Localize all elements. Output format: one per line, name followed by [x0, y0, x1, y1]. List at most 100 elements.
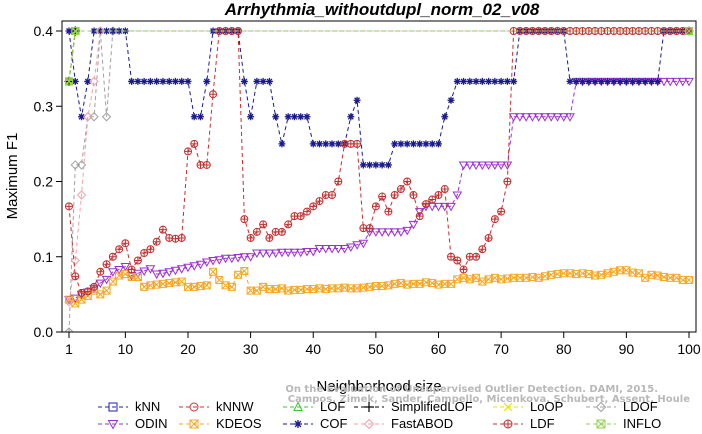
- point-COF-63: [453, 77, 461, 85]
- point-ODIN-29: [239, 253, 250, 262]
- point-LDF-38: [296, 212, 305, 221]
- y-tick-label-3: 0.3: [34, 98, 54, 114]
- point-LDF-19: [177, 233, 186, 242]
- point-LDF-13: [140, 248, 149, 257]
- point-LDF-55: [403, 177, 412, 186]
- point-COF-90: [622, 77, 630, 85]
- watermark: On the Evaluation of Unsupervised Outlie…: [285, 384, 690, 405]
- point-COF-68: [485, 77, 493, 85]
- legend-label-COF: COF: [320, 416, 348, 431]
- point-COF-89: [616, 77, 624, 85]
- series-line-INFLO: [68, 30, 689, 82]
- point-LDF-71: [503, 177, 512, 186]
- x-tick-label-80: 80: [556, 341, 572, 357]
- point-COF-86: [597, 77, 605, 85]
- point-ODIN-18: [170, 266, 181, 276]
- series-LDF: [65, 27, 693, 297]
- legend-marker-kNNW: [189, 402, 199, 412]
- point-ODIN-62: [446, 202, 456, 212]
- point-ODIN-23: [201, 258, 212, 268]
- x-tick-label-60: 60: [431, 341, 447, 357]
- point-LDF-11: [127, 265, 136, 274]
- point-LDF-33: [265, 233, 274, 242]
- point-LDF-18: [171, 234, 180, 243]
- point-LDF-49: [365, 224, 374, 233]
- point-ODIN-66: [471, 161, 481, 170]
- point-COF-54: [397, 140, 405, 148]
- point-ODIN-21: [189, 262, 200, 271]
- point-COF-16: [159, 77, 167, 85]
- point-COF-53: [391, 140, 399, 148]
- x-tick-label-100: 100: [677, 341, 701, 357]
- point-ODIN-53: [389, 228, 400, 237]
- point-COF-72: [510, 77, 518, 85]
- point-ODIN-48: [358, 239, 369, 249]
- point-LDF-31: [252, 227, 261, 236]
- point-COF-43: [328, 140, 336, 148]
- point-LDF-44: [334, 177, 343, 186]
- point-COF-55: [403, 140, 411, 148]
- series-ODIN: [64, 77, 694, 305]
- point-COF-52: [384, 161, 392, 169]
- legend-label-INFLO: INFLO: [623, 416, 661, 431]
- point-ODIN-65: [464, 161, 475, 170]
- point-LDF-63: [453, 256, 462, 265]
- point-COF-32: [259, 77, 267, 85]
- point-COF-35: [278, 140, 286, 148]
- point-LDF-60: [434, 191, 443, 200]
- legend-item-LoOP: LoOP: [493, 399, 563, 414]
- legend-label-LDF: LDF: [530, 416, 555, 431]
- watermark-line-2: On the Evaluation of Unsupervised Outlie…: [285, 384, 658, 395]
- point-LDF-10: [121, 239, 130, 248]
- point-ODIN-70: [496, 161, 506, 170]
- point-COF-5: [90, 27, 98, 35]
- point-LDF-62: [447, 252, 456, 261]
- point-COF-50: [372, 161, 380, 169]
- point-ODIN-80: [558, 113, 569, 122]
- point-COF-61: [441, 113, 449, 121]
- point-COF-21: [190, 113, 198, 121]
- legend-item-FastABOD: FastABOD: [354, 416, 453, 431]
- point-ODIN-14: [145, 265, 156, 274]
- point-FastABOD-5: [89, 76, 99, 87]
- point-COF-11: [128, 77, 136, 85]
- point-KDEOS-100: [685, 276, 693, 285]
- point-ODIN-2: [70, 294, 81, 304]
- point-COF-31: [253, 77, 261, 85]
- point-COF-13: [140, 77, 148, 85]
- point-ODIN-51: [377, 228, 387, 237]
- legend-marker-INFLO: [596, 419, 606, 429]
- legend-marker-LDOF: [595, 401, 607, 413]
- point-LDF-47: [353, 139, 362, 148]
- point-ODIN-20: [183, 263, 193, 273]
- point-COF-93: [641, 77, 649, 85]
- point-ODIN-41: [314, 244, 325, 254]
- point-LDF-50: [371, 202, 380, 211]
- point-ODIN-42: [320, 244, 331, 254]
- point-ODIN-7: [101, 275, 112, 285]
- legend-item-INFLO: INFLO: [586, 416, 661, 431]
- series-line-LOF: [68, 30, 689, 82]
- point-COF-12: [134, 77, 142, 85]
- point-COF-2: [71, 77, 79, 85]
- point-ODIN-44: [333, 244, 344, 254]
- series-SimplifiedLOF: [64, 26, 694, 86]
- legend-item-LDF: LDF: [493, 416, 555, 431]
- point-ODIN-45: [339, 244, 350, 254]
- y-tick-label-0: 0.0: [34, 324, 54, 340]
- point-ODIN-52: [383, 228, 394, 237]
- point-COF-1: [65, 27, 73, 35]
- point-COF-46: [347, 113, 355, 121]
- point-COF-8: [109, 27, 117, 35]
- legend-item-kNN: kNN: [98, 399, 160, 414]
- point-ODIN-35: [277, 248, 287, 258]
- point-LDOF-7: [101, 112, 112, 122]
- point-COF-38: [297, 113, 305, 121]
- point-ODIN-72: [508, 113, 519, 122]
- legend-marker-ODIN: [107, 420, 119, 430]
- point-LDF-30: [246, 233, 255, 242]
- point-COF-57: [416, 140, 424, 148]
- x-tick-label-20: 20: [180, 341, 196, 357]
- point-LDF-12: [133, 256, 142, 265]
- series-line-COF: [68, 30, 689, 166]
